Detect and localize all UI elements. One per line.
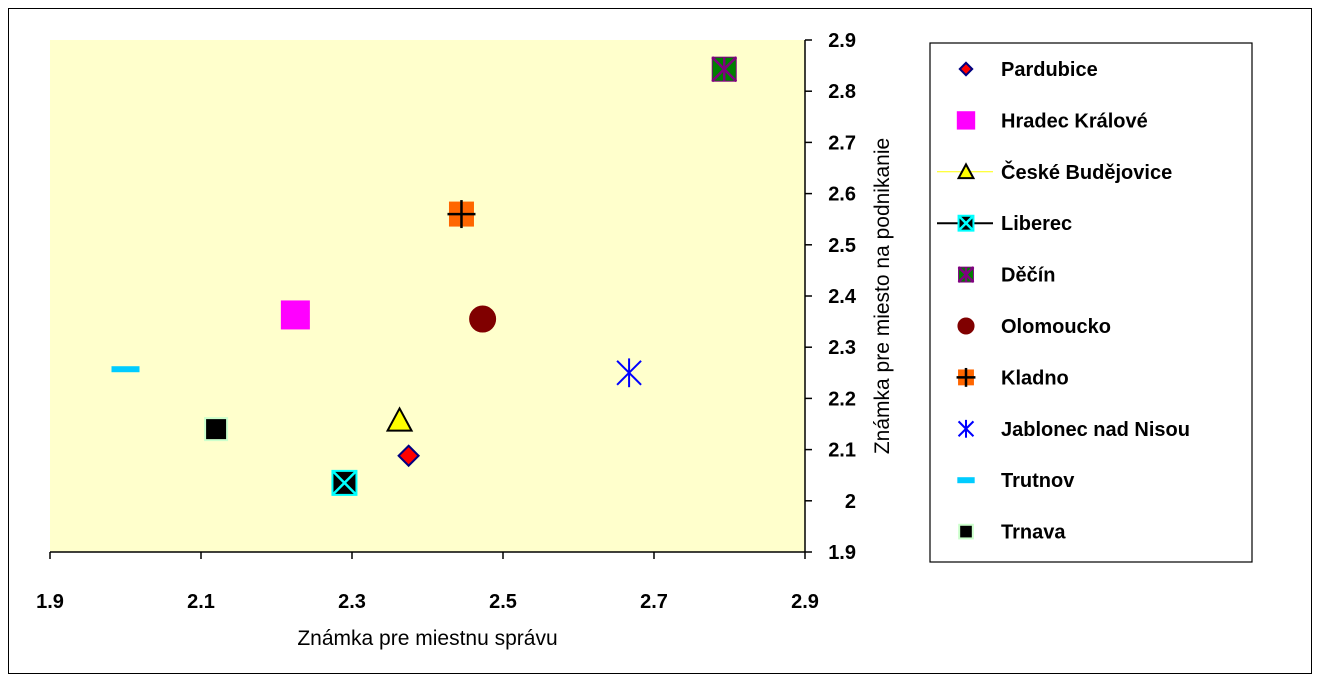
y-axis-title: Známka pre miesto na podnikanie [871,138,894,454]
data-point-olomoucko [469,305,497,333]
legend-label: Olomoucko [1001,316,1111,338]
data-point-trutnov [111,366,140,373]
data-point-liberec [331,469,358,496]
y-tick-label: 2.7 [828,132,856,154]
legend-item: Trnava [958,522,1066,544]
x-tick-label: 1.9 [36,591,64,613]
y-tick-label: 2.9 [828,30,856,52]
y-tick-label: 2.4 [828,286,857,308]
x-tick-label: 2.5 [489,591,517,613]
data-point-české-budějovice [385,406,414,432]
y-tick-label: 2.5 [828,235,856,257]
data-point-trnava [204,417,229,442]
y-tick-label: 2 [845,491,856,513]
data-point-kladno [447,200,476,229]
y-tick-label: 1.9 [828,542,856,564]
data-point-pardubice [397,444,421,468]
legend-label: Trutnov [1001,470,1075,492]
data-point-hradec-králové [280,300,310,330]
data-point-jablonec-nad-nisou [616,358,642,388]
y-tick-label: 2.6 [828,184,856,206]
legend-label: České Budějovice [1001,160,1172,184]
x-tick-label: 2.7 [640,591,668,613]
legend-item: Liberec [937,213,1072,235]
legend-label: Kladno [1001,367,1069,389]
legend-box [929,42,1253,563]
x-tick-label: 2.1 [187,591,215,613]
legend-item: Olomoucko [957,316,1111,338]
legend-item: Trutnov [957,470,1075,492]
axes [49,39,812,559]
legend-item: Děčín [957,265,1055,287]
legend-label: Hradec Králové [1001,110,1148,132]
legend-item: České Budějovice [937,160,1172,184]
legend-label: Trnava [1001,522,1066,544]
x-tick-labels: 1.9 2.1 2.3 2.5 2.7 2.9 [36,591,819,613]
legend-item: Hradec Králové [956,110,1148,132]
y-tick-label: 2.1 [828,440,856,462]
x-tick-label: 2.9 [791,591,819,613]
plot-area [50,40,805,552]
legend-item: Kladno [956,367,1069,389]
legend: Pardubice Hradec Králové České Budějovice L… [929,42,1253,563]
legend-item: Pardubice [958,59,1098,81]
data-points [111,56,738,496]
y-tick-label: 2.3 [828,337,856,359]
legend-item: Jablonec nad Nisou [957,419,1190,441]
y-tick-label: 2.8 [828,81,856,103]
legend-label: Liberec [1001,213,1072,235]
x-tick-label: 2.3 [338,591,366,613]
y-tick-labels: 1.9 2 2.1 2.2 2.3 2.4 2.5 2.6 2.7 2.8 2.9 [828,30,857,564]
data-point-děčín [711,56,738,83]
legend-label: Jablonec nad Nisou [1001,419,1190,441]
legend-label: Děčín [1001,265,1055,287]
y-tick-label: 2.2 [828,388,856,410]
legend-label: Pardubice [1001,59,1098,81]
x-axis-title: Známka pre miestnu správu [297,627,557,650]
